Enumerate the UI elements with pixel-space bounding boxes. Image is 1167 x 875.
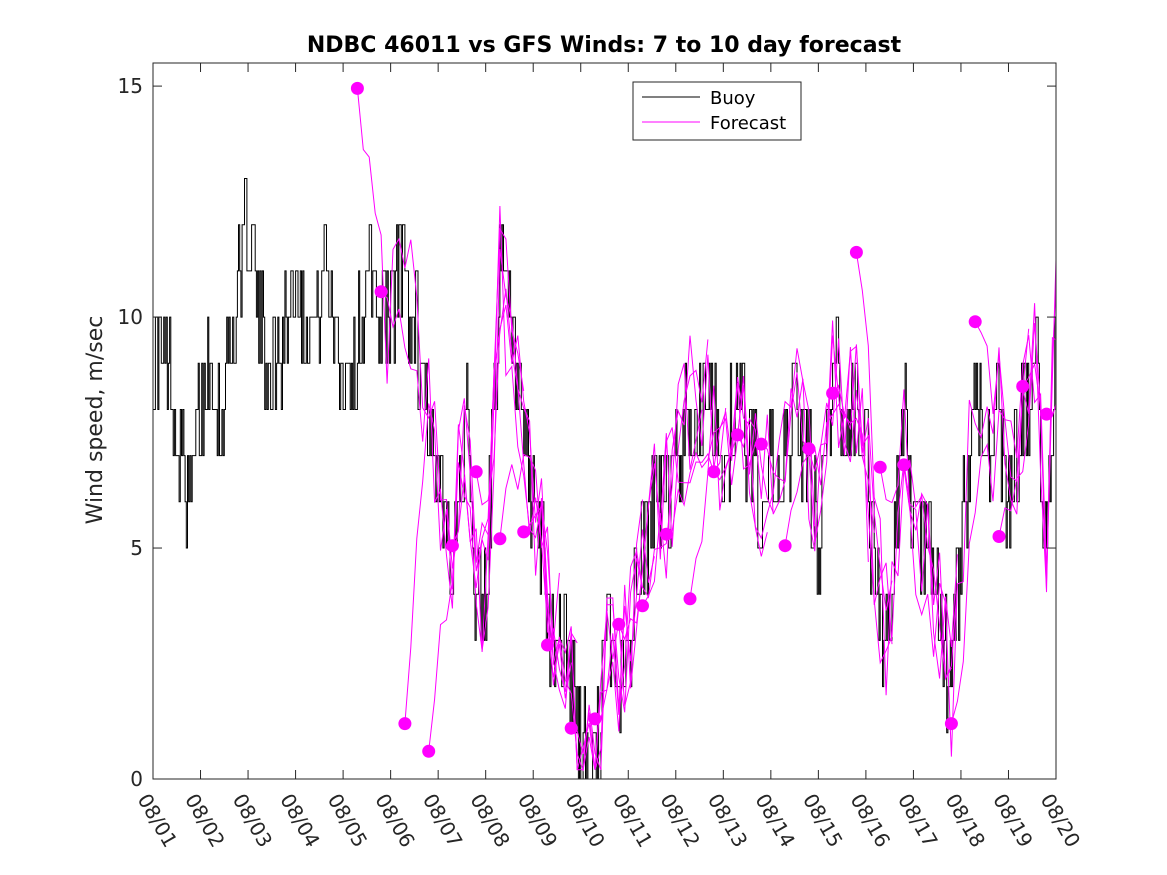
forecast-line-20 — [832, 384, 952, 681]
forecast-line-10 — [594, 407, 727, 732]
forecast-marker — [612, 617, 626, 631]
legend-box — [632, 81, 802, 141]
forecast-line-7 — [523, 504, 655, 770]
forecast-marker — [802, 442, 816, 456]
forecast-line-1 — [380, 227, 525, 609]
forecast-marker — [564, 721, 578, 735]
forecast-marker — [659, 527, 673, 541]
forecast-marker — [754, 437, 768, 451]
forecast-marker — [826, 386, 840, 400]
forecast-marker — [1040, 407, 1053, 421]
y-tick-label: 10 — [118, 305, 143, 329]
forecast-marker — [350, 81, 364, 95]
forecast-line-18 — [784, 335, 869, 563]
forecast-marker — [873, 460, 887, 474]
legend-buoy-label: Buoy — [710, 88, 756, 109]
legend: Buoy Forecast — [632, 81, 802, 141]
y-tick-label: 0 — [130, 767, 143, 791]
chart-title: NDBC 46011 vs GFS Winds: 7 to 10 day for… — [307, 33, 902, 58]
forecast-line-12 — [642, 335, 756, 607]
axes-frame — [152, 62, 1057, 780]
forecast-line-3 — [428, 249, 572, 752]
forecast-marker — [944, 717, 958, 731]
y-tick-label: 5 — [130, 536, 143, 560]
forecast-line-27 — [1022, 259, 1057, 583]
forecast-marker — [588, 712, 602, 726]
forecast-marker — [707, 465, 721, 479]
forecast-marker — [517, 525, 531, 539]
forecast-marker — [1016, 379, 1030, 393]
forecast-line-19 — [808, 345, 893, 611]
forecast-marker — [374, 285, 388, 299]
forecast-line-8 — [547, 558, 643, 771]
forecast-line-9 — [570, 363, 703, 770]
forecast-marker — [683, 592, 697, 606]
y-tick-label: 15 — [118, 74, 143, 98]
forecast-marker — [968, 315, 982, 329]
legend-forecast-label: Forecast — [710, 113, 786, 134]
forecast-marker — [445, 539, 459, 553]
forecast-line-2 — [404, 288, 548, 724]
forecast-marker — [849, 245, 863, 259]
forecast-line-21 — [855, 252, 958, 696]
forecast-marker — [493, 532, 507, 546]
forecast-line-15 — [713, 348, 816, 540]
forecast-marker — [398, 717, 412, 731]
forecast-marker — [636, 599, 649, 613]
forecast-marker — [541, 638, 554, 652]
forecast-marker — [731, 428, 745, 442]
forecast-marker — [992, 530, 1006, 543]
forecast-marker — [422, 744, 436, 758]
forecast-marker — [469, 465, 483, 479]
forecast-line-5 — [475, 304, 578, 709]
forecast-line-17 — [760, 320, 893, 645]
forecast-marker — [778, 539, 792, 553]
forecast-marker — [897, 458, 911, 472]
forecast-line-13 — [666, 375, 774, 535]
y-axis-label: Wind speed, m/sec — [83, 316, 108, 525]
plot-area — [153, 81, 1057, 780]
forecast-line-24 — [950, 328, 1030, 724]
forecast-line-22 — [879, 389, 958, 757]
forecast-line-4 — [451, 205, 560, 643]
